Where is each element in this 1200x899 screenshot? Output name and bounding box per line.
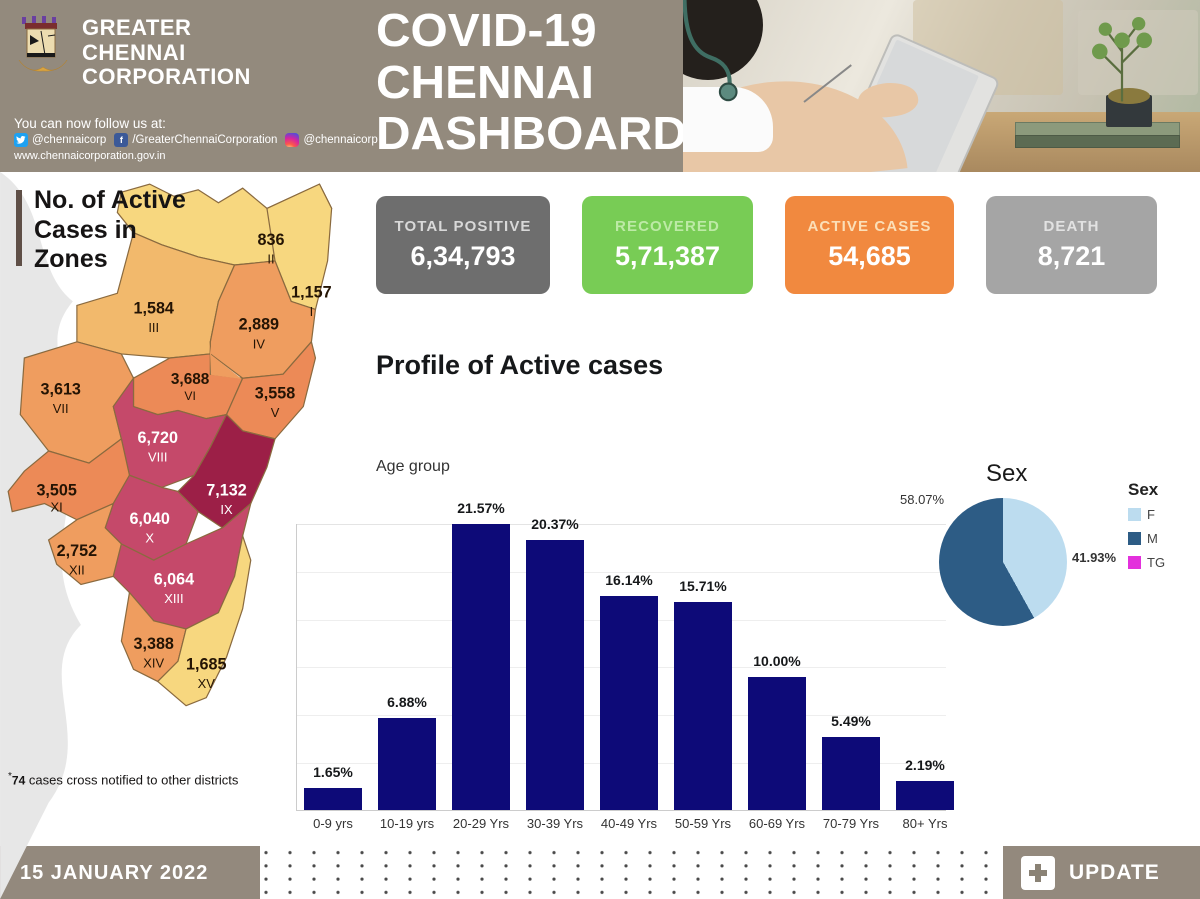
svg-text:2,889: 2,889 (239, 316, 279, 334)
svg-text:V: V (271, 405, 280, 420)
svg-text:1,157: 1,157 (291, 283, 331, 301)
svg-text:II: II (267, 251, 274, 266)
svg-text:6,040: 6,040 (129, 510, 169, 528)
svg-text:VI: VI (184, 389, 195, 403)
svg-text:I: I (310, 304, 314, 319)
svg-text:XIII: XIII (164, 591, 183, 606)
svg-text:VIII: VIII (148, 450, 167, 465)
svg-text:1,584: 1,584 (133, 300, 173, 318)
svg-text:7,132: 7,132 (206, 481, 246, 499)
svg-text:XII: XII (69, 563, 85, 578)
svg-text:IX: IX (220, 502, 233, 517)
svg-text:3,688: 3,688 (171, 371, 210, 388)
svg-text:3,558: 3,558 (255, 384, 295, 402)
svg-text:XV: XV (198, 676, 216, 691)
svg-text:XIV: XIV (143, 656, 164, 671)
svg-text:1,685: 1,685 (186, 655, 226, 673)
svg-text:3,613: 3,613 (41, 380, 81, 398)
svg-text:2,752: 2,752 (57, 542, 97, 560)
svg-text:836: 836 (257, 231, 284, 249)
svg-text:VII: VII (53, 401, 69, 416)
svg-text:X: X (145, 530, 154, 545)
svg-text:6,720: 6,720 (138, 429, 178, 447)
svg-text:IV: IV (253, 336, 266, 351)
svg-text:3,388: 3,388 (133, 635, 173, 653)
svg-text:III: III (148, 320, 159, 335)
svg-text:6,064: 6,064 (154, 570, 194, 588)
svg-text:XI: XI (51, 500, 63, 515)
svg-text:3,505: 3,505 (36, 481, 76, 499)
